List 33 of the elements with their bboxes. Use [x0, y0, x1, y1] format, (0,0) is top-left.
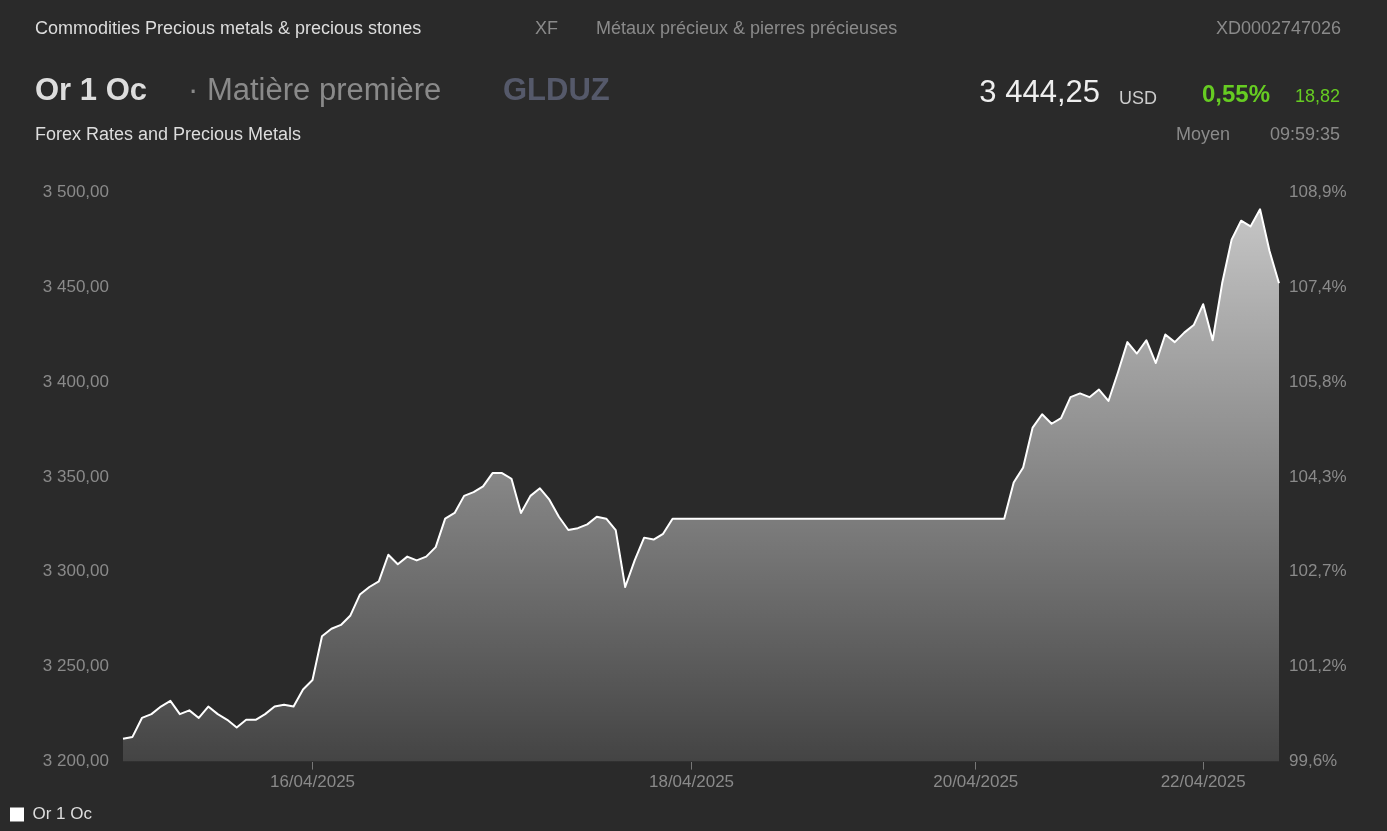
text: 0,55%: [1201, 80, 1270, 108]
y2-tick-label: 101,2%: [1289, 656, 1347, 676]
y2-tick-label: 105,8%: [1289, 371, 1347, 391]
text: XF: [535, 18, 559, 39]
text: XD0002747026: [1215, 18, 1341, 39]
text: GLDUZ: [503, 72, 610, 108]
text: 09:59:35: [1269, 124, 1340, 145]
text: USD: [1118, 88, 1157, 109]
y-tick-label: 3 300,00: [42, 561, 109, 581]
y-tick-label: 3 350,00: [42, 466, 109, 486]
x-tick-label: 18/04/2025: [648, 772, 735, 792]
text: Commodities Precious metals & precious stones: [35, 18, 422, 39]
y-tick-label: 3 400,00: [42, 371, 109, 391]
y2-tick-label: 107,4%: [1289, 276, 1347, 296]
y-tick-label: 3 250,00: [42, 656, 109, 676]
y-tick-label: 3 450,00: [42, 276, 109, 296]
text: Métaux précieux & pierres précieuses: [596, 18, 898, 39]
y-tick-label: 3 500,00: [42, 181, 109, 201]
legend-label: Or 1 Oc: [32, 804, 93, 824]
text: Forex Rates and Precious Metals: [35, 124, 302, 145]
text: 3 444,25: [979, 74, 1100, 110]
x-tick-label: 22/04/2025: [1160, 772, 1246, 792]
y2-tick-label: 102,7%: [1289, 561, 1347, 581]
x-tick-label: 20/04/2025: [933, 772, 1019, 792]
chart-title: Or 1 Oc: [35, 72, 147, 108]
y2-tick-label: 104,3%: [1289, 466, 1347, 486]
y-tick-label: 3 200,00: [42, 751, 109, 771]
text: 18,82: [1294, 86, 1340, 107]
text: Moyen: [1175, 124, 1230, 145]
x-tick-label: 16/04/2025: [269, 772, 356, 792]
y2-tick-label: 99,6%: [1289, 751, 1338, 771]
text: · Matière première: [188, 72, 442, 108]
y2-tick-label: 108,9%: [1289, 181, 1347, 201]
